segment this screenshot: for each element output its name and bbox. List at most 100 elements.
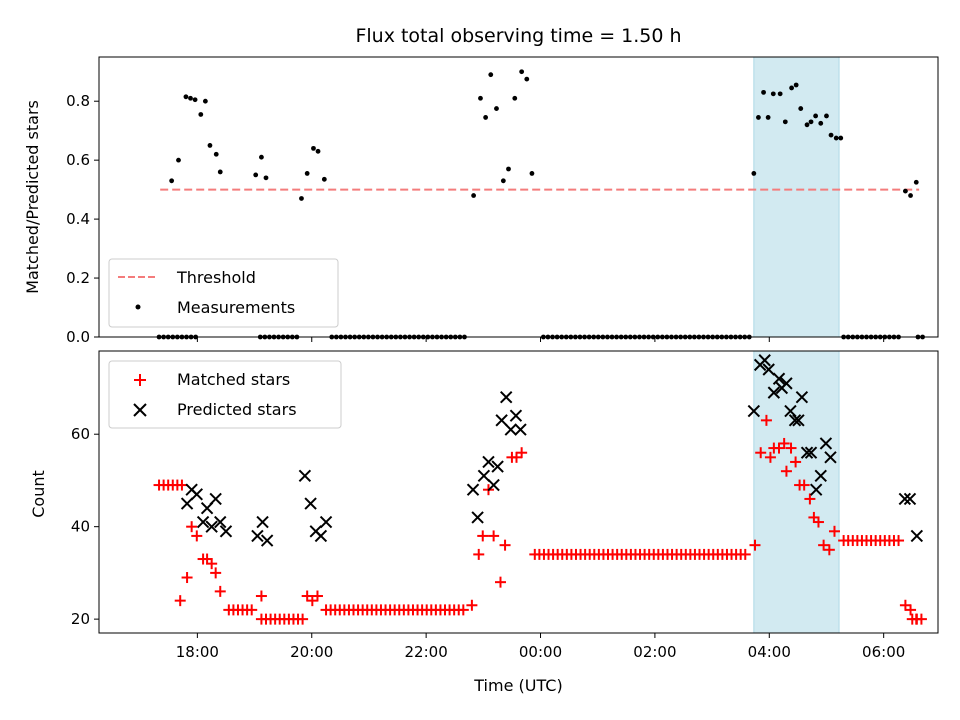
legend-measurements-label: Measurements xyxy=(177,298,295,317)
matched-star-point xyxy=(473,548,485,560)
measurement-point xyxy=(488,72,494,78)
measurement-point xyxy=(207,143,213,148)
x-tick-label: 02:00 xyxy=(633,643,676,661)
chart-title: Flux total observing time = 1.50 h xyxy=(355,25,681,47)
predicted-star-point xyxy=(747,404,761,418)
predicted-star-point xyxy=(471,511,484,524)
matched-star-point xyxy=(488,530,500,542)
predicted-star-point xyxy=(795,391,809,404)
matched-star-point xyxy=(466,599,478,611)
bottom-plot-frame xyxy=(98,350,939,634)
matched-star-point xyxy=(494,576,506,588)
predicted-star-point xyxy=(898,492,912,506)
predicted-star-point xyxy=(824,451,837,464)
matched-star-point xyxy=(181,572,193,584)
predicted-star-point xyxy=(814,469,827,483)
predicted-star-point xyxy=(514,423,527,436)
measurement-point xyxy=(756,115,761,120)
top-y-tick-label: 0.8 xyxy=(66,92,90,110)
predicted-star-point xyxy=(499,391,513,404)
bottom-panel: 20 40 60 18:00 20:00 22:00 00:00 02:00 04:00 06:… xyxy=(29,350,939,695)
matched-star-point xyxy=(764,451,776,463)
matched-star-point xyxy=(778,437,790,449)
predicted-star-point xyxy=(509,409,523,422)
predicted-star-point xyxy=(251,529,264,543)
measurement-point xyxy=(494,106,499,111)
predicted-star-point xyxy=(495,414,508,427)
matched-star-point xyxy=(790,456,802,468)
bottom-y-axis-label: Count xyxy=(29,470,48,518)
measurement-point xyxy=(782,119,788,125)
measurement-point xyxy=(804,122,810,128)
x-tick-label: 18:00 xyxy=(176,643,219,661)
matched-star-point xyxy=(823,544,835,556)
matched-star-point xyxy=(785,442,797,454)
predicted-star-point xyxy=(477,469,491,483)
bottom-y-axis: 20 40 60 xyxy=(71,425,99,628)
predicted-star-point xyxy=(804,446,818,459)
x-tick-label: 06:00 xyxy=(862,643,905,661)
measurement-point xyxy=(838,135,844,141)
measurement-point xyxy=(253,172,259,178)
measurement-point xyxy=(315,148,321,154)
matched-star-point xyxy=(311,590,323,602)
predicted-star-point xyxy=(180,497,194,510)
top-panel: 0.00.20.40.60.8 Matched/Predicted stars … xyxy=(23,56,939,346)
predicted-star-point xyxy=(196,515,210,529)
matched-star-point xyxy=(818,539,830,551)
x-tick-label: 00:00 xyxy=(519,643,562,661)
measurement-point xyxy=(913,179,919,185)
measurement-point xyxy=(188,95,193,101)
predicted-star-point xyxy=(214,515,227,529)
measurement-point xyxy=(263,175,269,181)
predicted-star-point xyxy=(256,515,269,529)
bottom-plot-content xyxy=(153,350,927,634)
predicted-star-point xyxy=(466,483,480,496)
measurement-point xyxy=(183,94,189,100)
measurement-point xyxy=(506,166,511,172)
predicted-star-point xyxy=(482,455,495,469)
measurement-point xyxy=(259,154,264,160)
predicted-star-point xyxy=(190,488,204,501)
top-y-axis-label: Matched/Predicted stars xyxy=(23,100,42,294)
x-tick-label: 20:00 xyxy=(290,643,333,661)
measurement-point xyxy=(813,113,819,119)
measurement-point xyxy=(512,95,518,101)
matched-star-point xyxy=(186,521,198,533)
predicted-star-point xyxy=(780,377,793,390)
legend-matched-swatch xyxy=(134,374,146,386)
matched-star-point xyxy=(499,539,511,551)
measurement-point xyxy=(818,120,824,126)
top-plot-frame xyxy=(98,56,939,338)
measurement-point xyxy=(903,188,908,194)
measurement-point xyxy=(524,76,530,82)
measurement-point xyxy=(833,135,839,141)
bottom-y-tick-label: 60 xyxy=(71,425,90,443)
measurement-point xyxy=(198,112,204,117)
measurement-point xyxy=(529,171,535,176)
measurement-point xyxy=(321,176,327,182)
measurement-point xyxy=(824,113,829,119)
matched-star-point xyxy=(206,558,218,570)
measurement-point xyxy=(908,193,913,198)
predicted-star-point xyxy=(809,483,823,496)
measurement-point xyxy=(304,171,310,176)
legend-matched-label: Matched stars xyxy=(177,370,290,389)
matched-star-point xyxy=(477,530,489,542)
matched-star-point xyxy=(210,567,222,579)
bottom-y-tick-label: 20 xyxy=(71,610,90,628)
top-y-tick-label: 0.2 xyxy=(66,269,90,287)
predicted-star-point xyxy=(491,460,504,473)
top-y-tick-label: 0.4 xyxy=(66,210,90,228)
predicted-star-point xyxy=(772,372,786,385)
top-y-tick-label: 0.0 xyxy=(66,328,90,346)
matched-star-point xyxy=(798,479,810,491)
measurement-point xyxy=(483,115,489,120)
matched-star-point xyxy=(255,590,267,602)
matched-star-point xyxy=(516,447,528,459)
measurement-point xyxy=(793,82,799,88)
predicted-star-point xyxy=(260,534,274,547)
predicted-star-point xyxy=(504,423,517,436)
matched-star-point xyxy=(812,516,824,528)
predicted-star-point xyxy=(800,446,814,459)
